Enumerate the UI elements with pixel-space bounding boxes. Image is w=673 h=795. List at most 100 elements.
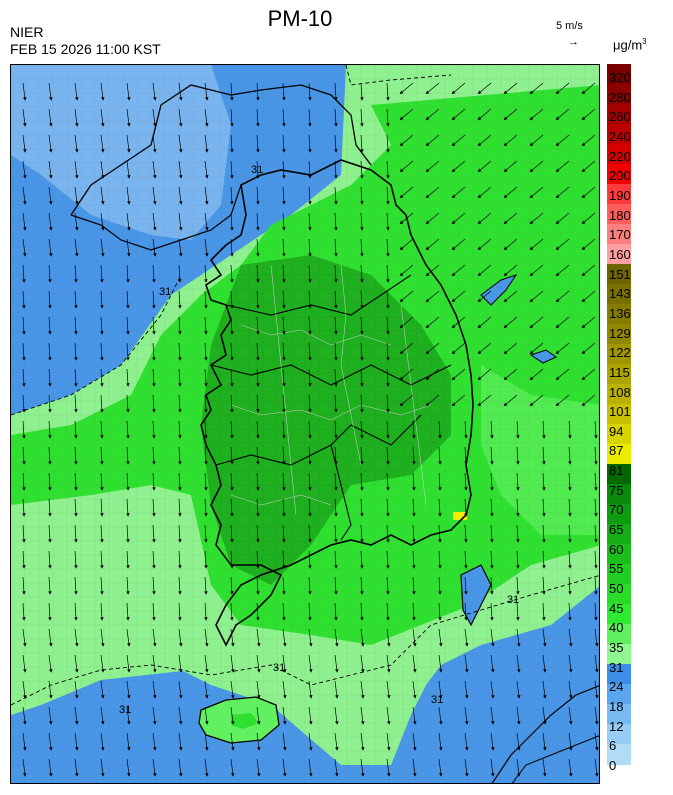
wind-arrow	[308, 264, 312, 283]
wind-arrow	[334, 654, 339, 673]
province-border-1	[225, 274, 412, 316]
wind-arrow	[48, 732, 53, 751]
wind-arrow	[22, 82, 27, 101]
jeju-inner	[231, 713, 259, 729]
wind-arrow	[386, 186, 390, 205]
wind-arrow	[451, 238, 466, 251]
wind-arrow	[230, 472, 234, 491]
wind-arrow	[178, 108, 183, 127]
contour-label: 31	[431, 694, 443, 706]
wind-arrow	[529, 368, 544, 381]
contour-label: 31	[507, 594, 519, 606]
wind-arrow	[152, 498, 156, 517]
wind-arrow	[334, 108, 338, 127]
wind-arrow	[308, 82, 312, 101]
wind-arrow	[360, 602, 364, 621]
wind-arrow	[438, 602, 442, 621]
wind-arrow	[477, 82, 492, 95]
wind-arrow	[204, 446, 208, 465]
legend-label: 101	[609, 404, 631, 420]
wind-arrow	[399, 316, 414, 329]
wind-arrow	[555, 316, 570, 329]
wind-arrow	[438, 680, 443, 699]
wind-arrow	[74, 264, 78, 283]
wind-arrow	[516, 680, 521, 699]
wind-arrow	[451, 264, 466, 277]
wind-arrow	[529, 238, 544, 251]
forecast-datetime: FEB 15 2026 11:00 KST	[10, 41, 161, 57]
wind-arrow	[386, 82, 390, 101]
wind-arrow	[412, 680, 417, 699]
wind-arrow	[334, 628, 339, 647]
wind-arrow	[22, 550, 26, 569]
wind-arrow	[464, 550, 468, 569]
wind-arrow	[100, 680, 105, 699]
wind-arrow	[503, 316, 518, 329]
wind-arrow	[360, 446, 364, 465]
wind-arrow	[74, 758, 79, 777]
legend-label: 122	[609, 345, 631, 361]
wind-arrow	[542, 420, 546, 439]
legend-swatch	[607, 224, 631, 245]
wind-arrow	[360, 108, 364, 127]
wind-arrow	[256, 186, 260, 205]
wind-arrow	[256, 472, 260, 491]
wind-arrow	[256, 290, 260, 309]
wind-arrow	[48, 498, 52, 517]
wind-arrow	[74, 472, 78, 491]
wind-arrow	[360, 290, 364, 309]
wind-arrow	[412, 524, 416, 543]
wind-arrow	[126, 420, 130, 439]
legend-swatch	[607, 564, 631, 585]
wind-arrow	[529, 342, 544, 355]
wind-arrow	[399, 238, 414, 251]
wind-arrow	[438, 654, 443, 673]
wind-arrow	[126, 524, 130, 543]
wind-arrow	[22, 524, 26, 543]
wind-arrow	[529, 186, 544, 199]
wind-arrow	[204, 706, 209, 725]
wind-arrow	[555, 186, 570, 199]
wind-arrow	[22, 238, 27, 257]
wind-arrow	[360, 394, 364, 413]
legend-swatch	[607, 164, 631, 185]
wind-arrow	[74, 576, 78, 595]
wind-arrow	[425, 342, 440, 355]
contour-labels: 31 31 31 31 31 31	[119, 164, 519, 716]
legend-swatch	[607, 544, 631, 565]
legend-label: 280	[609, 89, 631, 105]
wind-arrow	[22, 368, 26, 387]
wind-arrow	[568, 524, 572, 543]
wind-arrow	[256, 628, 261, 647]
wind-arrow	[22, 420, 26, 439]
wind-arrow	[100, 524, 104, 543]
wind-arrow	[126, 758, 131, 777]
wind-arrow	[412, 628, 417, 647]
wind-arrow	[230, 186, 234, 205]
north-coastline	[70, 84, 372, 216]
legend-label: 81	[609, 463, 624, 479]
wind-arrow	[542, 680, 547, 699]
wind-arrow	[178, 758, 183, 777]
wind-arrow	[100, 160, 105, 179]
wind-arrow	[542, 706, 547, 725]
wind-arrow	[204, 108, 209, 127]
wind-arrow	[256, 394, 260, 413]
wind-arrow	[464, 706, 469, 725]
legend-swatch	[607, 584, 631, 605]
wind-arrow	[178, 134, 183, 153]
wind-arrow	[152, 316, 156, 335]
wind-arrow	[282, 342, 286, 361]
wind-arrow	[360, 498, 364, 517]
legend-swatch	[607, 404, 631, 425]
wind-arrow	[22, 472, 26, 491]
wind-arrow	[100, 602, 104, 621]
wind-arrow	[568, 550, 572, 569]
wind-arrow	[48, 576, 52, 595]
wind-arrow	[178, 238, 183, 257]
wind-arrow	[529, 82, 544, 95]
legend-swatch	[607, 644, 631, 665]
wind-arrow	[308, 394, 312, 413]
wind-arrow	[100, 628, 105, 647]
legend-label: 75	[609, 482, 624, 498]
